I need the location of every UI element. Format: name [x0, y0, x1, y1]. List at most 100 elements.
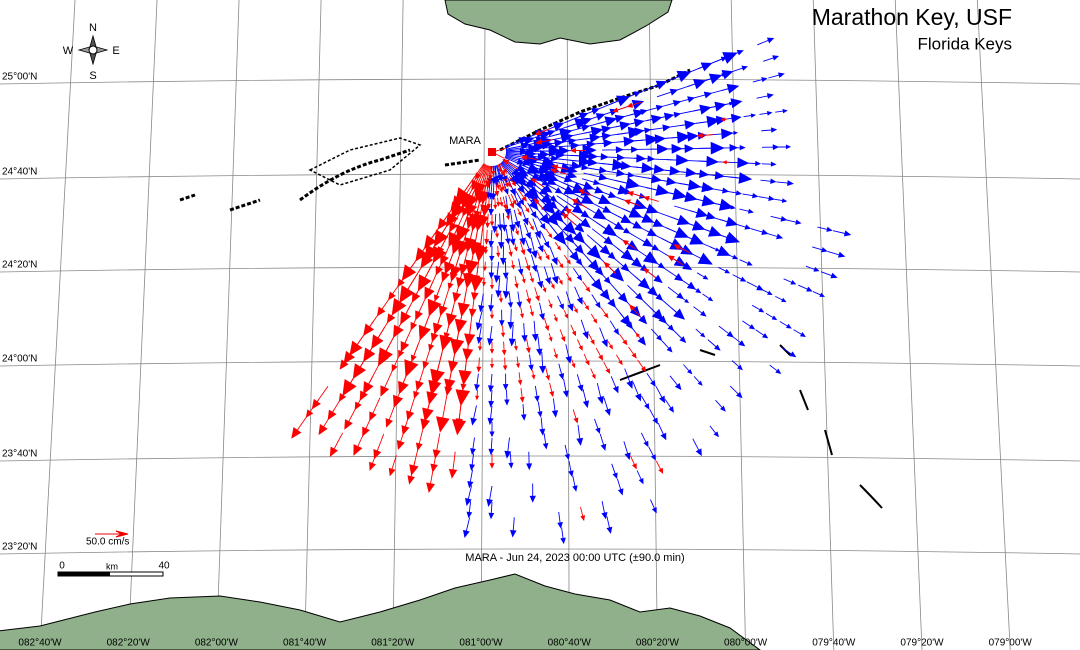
current-arrow: [582, 388, 590, 409]
current-arrow: [626, 191, 644, 198]
current-arrow: [720, 219, 736, 226]
current-arrow: [509, 211, 516, 233]
distance-start: 0: [59, 561, 65, 572]
current-arrow: [775, 295, 787, 303]
current-arrow: [513, 192, 521, 209]
current-arrow: [696, 132, 714, 139]
current-arrow: [812, 246, 828, 253]
current-arrow: [623, 441, 631, 461]
current-arrow: [489, 245, 495, 262]
longitude-line: [648, 0, 658, 650]
current-arrow: [486, 485, 493, 507]
current-arrow: [539, 302, 545, 321]
current-arrow: [502, 277, 510, 299]
current-arrow: [672, 329, 687, 343]
current-arrow: [463, 517, 471, 539]
current-arrow: [761, 161, 777, 167]
current-arrow: [610, 376, 619, 394]
current-arrow: [424, 281, 434, 300]
current-arrow: [591, 294, 601, 309]
current-arrow: [543, 266, 551, 285]
current-arrow: [539, 417, 546, 436]
current-arrow: [509, 227, 516, 246]
current-arrow: [554, 241, 562, 251]
current-arrow: [344, 404, 359, 430]
current-arrow: [564, 444, 570, 461]
current-arrow: [557, 259, 564, 269]
current-arrow: [820, 271, 838, 279]
current-arrow: [505, 178, 511, 188]
current-arrow: [669, 375, 682, 391]
current-arrow: [369, 448, 379, 471]
longitude-line: [480, 0, 486, 650]
current-arrow: [498, 180, 504, 193]
current-arrow: [393, 374, 408, 408]
current-arrow: [562, 378, 569, 398]
current-arrow: [493, 261, 501, 283]
current-arrow: [783, 278, 797, 285]
current-arrow: [622, 239, 637, 250]
longitude-label: 081°20'W: [371, 638, 415, 649]
current-arrow: [570, 324, 576, 337]
latitude-label: 23°20'N: [2, 542, 37, 553]
current-arrow: [503, 179, 509, 188]
current-arrow: [561, 212, 576, 225]
current-arrow: [407, 460, 416, 485]
current-arrow: [510, 193, 517, 206]
bahamas-islands: [619, 344, 883, 509]
current-arrow: [534, 385, 540, 403]
velocity-legend: 50.0 cm/s: [86, 530, 129, 548]
current-arrow: [478, 341, 483, 351]
latitude-line: [0, 548, 1080, 555]
current-arrow: [378, 347, 389, 366]
current-arrow: [488, 437, 495, 456]
current-arrow: [649, 499, 657, 514]
current-arrow: [497, 213, 504, 231]
current-arrow: [486, 197, 491, 209]
longitude-label: 080°20'W: [636, 638, 680, 649]
current-arrow: [718, 266, 731, 274]
current-arrow: [567, 124, 591, 133]
current-arrow: [601, 501, 608, 520]
current-arrow: [448, 451, 458, 479]
current-arrow: [499, 163, 508, 174]
current-arrow: [557, 295, 564, 310]
current-arrow: [537, 401, 543, 418]
current-arrow: [817, 226, 833, 232]
current-arrow: [499, 309, 505, 327]
current-arrow: [692, 438, 702, 457]
current-arrow: [590, 368, 596, 380]
current-arrow: [583, 353, 590, 366]
current-arrow: [632, 127, 652, 134]
current-arrow: [537, 251, 542, 261]
current-arrow: [435, 385, 450, 433]
current-arrow: [524, 256, 531, 272]
keys-islands: [308, 137, 422, 186]
current-arrow: [531, 174, 550, 186]
current-arrow: [649, 409, 658, 425]
current-arrow: [710, 187, 730, 194]
distance-scale: 0 km 40: [57, 561, 170, 577]
current-arrow: [530, 177, 544, 188]
longitude-label: 082°40'W: [18, 638, 62, 649]
current-arrow: [496, 197, 501, 207]
current-arrow: [579, 108, 600, 118]
current-arrow: [606, 516, 613, 534]
current-arrow: [550, 263, 559, 285]
current-arrow: [742, 320, 756, 330]
current-arrow: [528, 354, 534, 372]
current-arrow: [608, 97, 628, 106]
current-arrow: [422, 348, 431, 370]
latitude-line: [0, 173, 1080, 180]
current-arrow: [595, 347, 604, 361]
current-arrow: [766, 232, 784, 240]
current-arrow: [760, 288, 773, 296]
current-arrow: [731, 360, 743, 371]
current-arrow: [574, 286, 583, 305]
current-arrow: [718, 325, 734, 338]
current-arrow: [470, 405, 477, 426]
current-arrow: [521, 323, 528, 343]
current-arrow: [580, 319, 589, 340]
current-arrow: [760, 178, 777, 184]
current-arrow: [722, 160, 730, 165]
